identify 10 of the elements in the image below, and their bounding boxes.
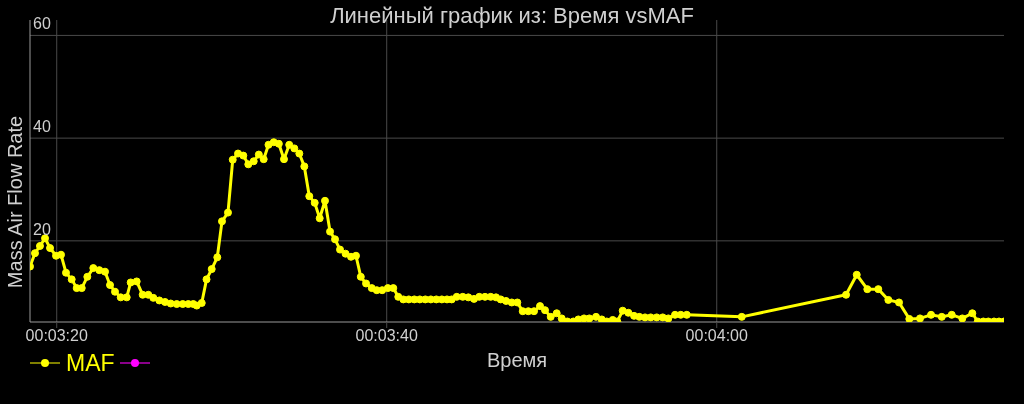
y-tick-label: 40 (33, 118, 51, 136)
y-tick-label: 20 (33, 220, 51, 238)
legend-label: MAF (66, 350, 115, 376)
x-tick-label: 00:03:20 (25, 327, 88, 345)
x-tick-label: 00:03:40 (355, 327, 418, 345)
y-axis-title: Mass Air Flow Rate (3, 115, 27, 289)
x-axis-title: Время (486, 348, 548, 373)
y-tick-label: 60 (33, 15, 51, 33)
x-tick-label: 00:04:00 (685, 327, 748, 345)
chart-title: Линейный график из: Время vsMAF (330, 3, 694, 28)
